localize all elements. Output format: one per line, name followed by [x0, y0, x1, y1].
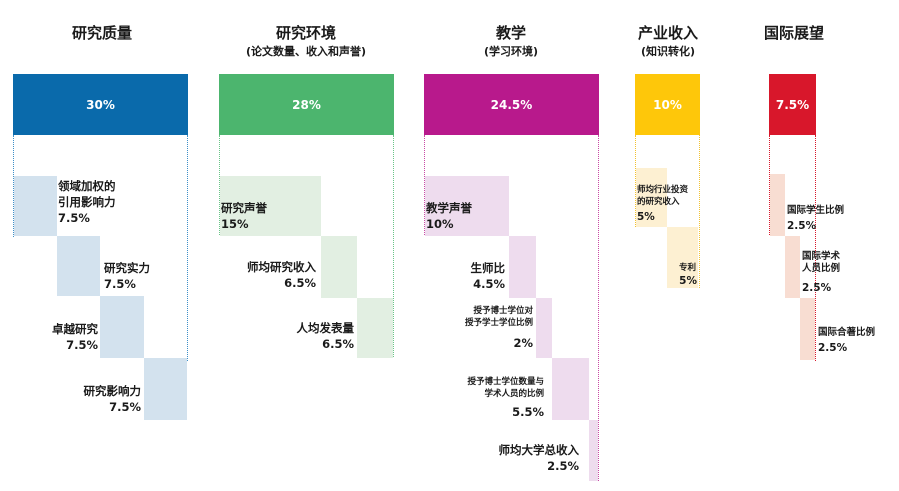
- sub-criterion-weight: 10%: [426, 217, 454, 231]
- bracket-line-left: [219, 135, 220, 235]
- sub-criterion-label: 人均发表量 6.5%: [260, 320, 355, 352]
- sub-criterion-name: 师均行业投资 的研究收入: [637, 185, 689, 207]
- sub-criterion-label: 专利: [660, 262, 696, 274]
- sub-criterion-weight: 5%: [637, 211, 655, 223]
- sub-criterion-weight: 6.5%: [322, 337, 354, 351]
- sub-bar: [357, 298, 393, 358]
- weight-label: 7.5%: [775, 97, 810, 112]
- sub-criterion-label: 国际学术 人员比例: [802, 251, 840, 275]
- sub-criterion-name: 人均发表量: [296, 321, 355, 335]
- sub-criterion-weight: 7.5%: [66, 338, 98, 352]
- bracket-line-left: [13, 135, 14, 237]
- sub-bar: [425, 176, 509, 236]
- sub-bar: [667, 227, 698, 288]
- sub-criterion-weight: 2%: [513, 336, 533, 350]
- sub-criterion-name: 专利: [678, 263, 696, 273]
- column-title-industry-income: 产业收入: [637, 24, 698, 42]
- sub-criterion-label: 授予博士学位数量与 学术人员的比例: [420, 376, 544, 400]
- sub-criterion-name: 研究实力: [104, 261, 150, 275]
- sub-bar: [57, 236, 100, 296]
- sub-criterion-weight: 5.5%: [512, 405, 544, 419]
- column-subtitle-industry-income: (知识转化): [640, 45, 696, 58]
- sub-criterion-weight: 2.5%: [547, 459, 579, 473]
- sub-criterion-name: 国际学术 人员比例: [802, 251, 841, 274]
- sub-bar: [220, 176, 321, 236]
- bracket-line-left: [769, 135, 770, 235]
- column-subtitle-teaching: (学习环境): [483, 45, 539, 58]
- sub-bar: [552, 358, 589, 420]
- weight-label: 24.5%: [490, 97, 533, 112]
- sub-criterion-weight: 7.5%: [104, 277, 136, 291]
- column-title-teaching: 教学: [495, 24, 526, 42]
- sub-criterion-label: 卓越研究 7.5%: [28, 321, 98, 353]
- sub-criterion-weight: 6.5%: [284, 276, 316, 290]
- column-title-international-outlook: 国际展望: [763, 24, 824, 42]
- sub-criterion-name: 生师比: [470, 261, 506, 275]
- sub-criterion-label: 研究实力 7.5%: [104, 260, 150, 292]
- column-subtitle-research-environment: (论文数量、收入和声誉): [245, 45, 367, 58]
- sub-criterion-weight: 2.5%: [818, 342, 848, 354]
- sub-criterion-weight: 7.5%: [109, 400, 141, 414]
- bracket-line-left: [635, 135, 636, 227]
- weight-header-research-environment: 28%: [219, 74, 394, 135]
- sub-criterion-name: 师均大学总收入: [498, 443, 580, 457]
- sub-bar: [636, 168, 667, 227]
- sub-bar: [14, 176, 57, 236]
- sub-bar: [144, 358, 187, 420]
- weight-header-research-quality: 30%: [13, 74, 188, 135]
- sub-criterion-weight: 4.5%: [473, 277, 505, 291]
- sub-bar: [589, 420, 598, 481]
- bracket-line-right: [815, 135, 816, 361]
- sub-criterion-name: 授予博士学位数量与 学术人员的比例: [467, 377, 544, 399]
- sub-bar: [536, 298, 552, 358]
- sub-criterion-label: 授予博士学位对 授予学士学位比例: [420, 305, 533, 329]
- sub-criterion-weight: 2.5%: [787, 220, 817, 232]
- sub-criterion-weight: 5%: [679, 275, 697, 287]
- column-title-research-quality: 研究质量: [71, 24, 132, 42]
- sub-criterion-weight: 15%: [221, 217, 249, 231]
- sub-criterion-label: 研究声誉 15%: [221, 200, 267, 232]
- sub-criterion-label: 研究影响力 7.5%: [60, 383, 142, 415]
- sub-criterion-name: 研究声誉: [221, 201, 267, 215]
- bracket-line-left: [424, 135, 425, 235]
- sub-criterion-label: 国际学生比例: [787, 205, 844, 217]
- sub-criterion-label: 师均大学总收入 2.5%: [470, 442, 580, 474]
- sub-criterion-name: 国际学生比例: [787, 205, 845, 216]
- weight-label: 30%: [86, 97, 115, 112]
- sub-criterion-label: 领域加权的 引用影响力 7.5%: [58, 178, 116, 226]
- weight-label: 10%: [653, 97, 682, 112]
- sub-criterion-name: 领域加权的 引用影响力: [58, 179, 116, 209]
- sub-criterion-label: 教学声誉 10%: [426, 200, 472, 232]
- sub-criterion-label: 师均研究收入 6.5%: [220, 259, 316, 291]
- column-title-research-environment: 研究环境: [275, 24, 336, 42]
- sub-bar: [770, 174, 785, 236]
- sub-criterion-label: 生师比 4.5%: [440, 260, 506, 292]
- weight-label: 28%: [292, 97, 321, 112]
- weight-header-industry-income: 10%: [635, 74, 700, 135]
- sub-bar: [509, 236, 536, 298]
- sub-criterion-name: 教学声誉: [426, 201, 472, 215]
- sub-bar: [800, 298, 815, 360]
- bracket-line-right: [187, 135, 188, 361]
- sub-criterion-name: 研究影响力: [83, 384, 142, 398]
- sub-bar: [100, 296, 144, 358]
- sub-criterion-label: 师均行业投资 的研究收入: [637, 184, 688, 208]
- bracket-line-right: [598, 135, 599, 481]
- sub-criterion-name: 师均研究收入: [247, 260, 316, 274]
- bracket-line-right: [699, 135, 700, 288]
- sub-criterion-label: 国际合著比例: [818, 327, 875, 339]
- sub-criterion-weight: 2.5%: [802, 282, 832, 294]
- bracket-line-right: [393, 135, 394, 357]
- sub-criterion-name: 国际合著比例: [818, 327, 876, 338]
- sub-criterion-name: 授予博士学位对 授予学士学位比例: [464, 306, 533, 328]
- sub-bar: [321, 236, 357, 298]
- sub-bar: [785, 236, 800, 298]
- weight-header-teaching: 24.5%: [424, 74, 599, 135]
- sub-criterion-name: 卓越研究: [52, 322, 98, 336]
- weight-header-international-outlook: 7.5%: [769, 74, 816, 135]
- sub-criterion-weight: 7.5%: [58, 211, 90, 225]
